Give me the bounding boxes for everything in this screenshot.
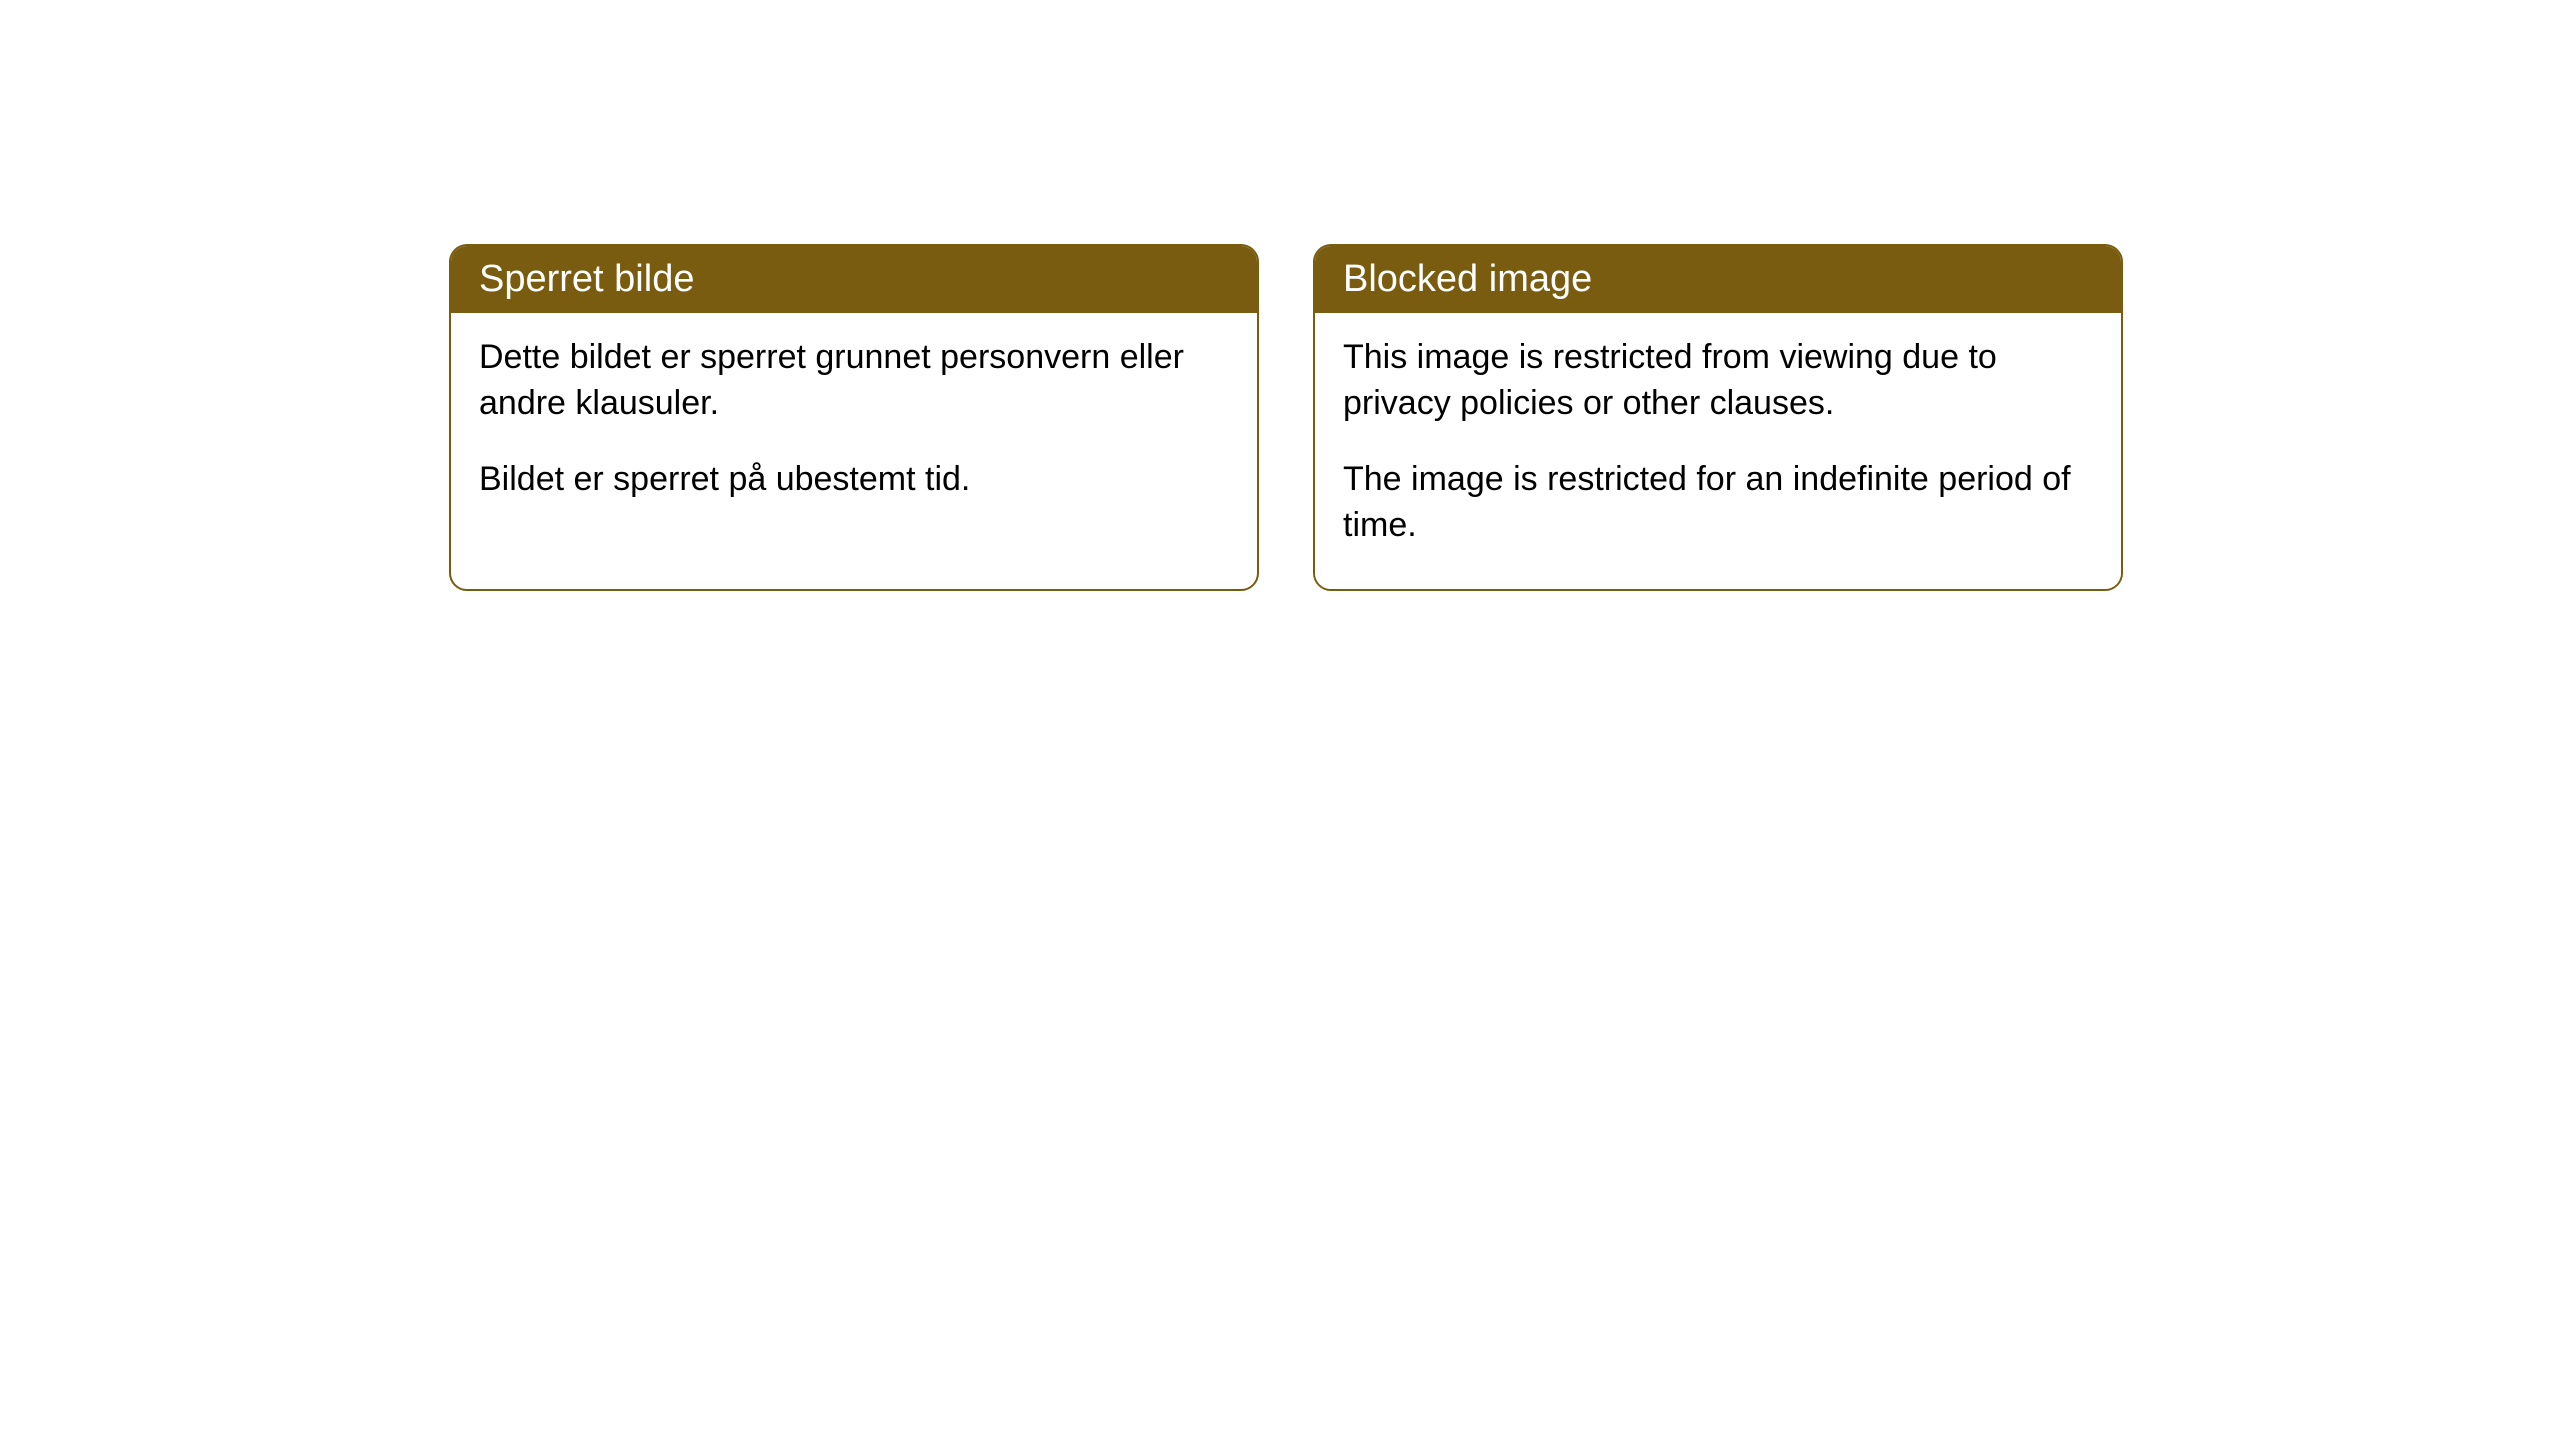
notice-card-english: Blocked image This image is restricted f… (1313, 244, 2123, 591)
card-body: Dette bildet er sperret grunnet personve… (451, 313, 1257, 543)
card-header: Sperret bilde (451, 246, 1257, 313)
notice-cards-container: Sperret bilde Dette bildet er sperret gr… (449, 244, 2123, 591)
card-paragraph: This image is restricted from viewing du… (1343, 335, 2093, 427)
card-paragraph: Dette bildet er sperret grunnet personve… (479, 335, 1229, 427)
notice-card-norwegian: Sperret bilde Dette bildet er sperret gr… (449, 244, 1259, 591)
card-paragraph: Bildet er sperret på ubestemt tid. (479, 457, 1229, 503)
card-title: Sperret bilde (479, 258, 694, 300)
card-paragraph: The image is restricted for an indefinit… (1343, 457, 2093, 549)
card-header: Blocked image (1315, 246, 2121, 313)
card-title: Blocked image (1343, 258, 1592, 300)
card-body: This image is restricted from viewing du… (1315, 313, 2121, 589)
